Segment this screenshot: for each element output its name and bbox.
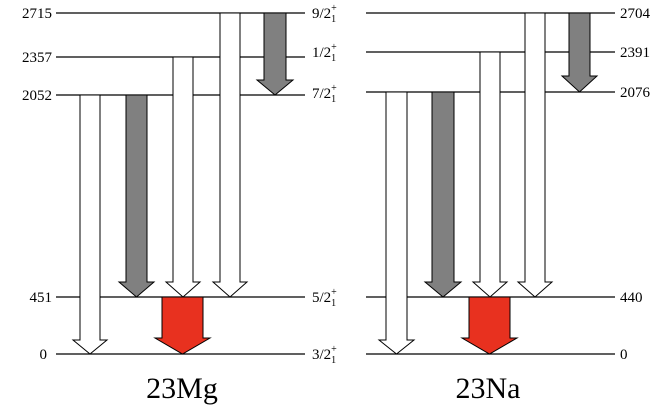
mg23-energy-label: 451 (30, 290, 53, 306)
mg23-transition-2715-to-451-arrow (211, 12, 249, 298)
spin-label: 3/21+ (312, 344, 337, 366)
na23-transition-440-to-0-arrow (460, 296, 519, 355)
na23-transition-2704-to-440-arrow (516, 12, 554, 298)
na23-energy-label: 2391 (620, 45, 650, 61)
mg23-transition-2357-to-451-arrow (164, 56, 202, 298)
na23-energy-labels: 2704 2391 2076 440 0 (620, 6, 651, 363)
na23-transition-2076-to-0-arrow (377, 91, 416, 355)
na23-nucleus-label: 23Na (456, 372, 521, 405)
mg23-energy-labels: 2715 2357 2052 451 0 (22, 6, 53, 363)
mg23-energy-label: 2052 (22, 88, 52, 104)
na23-energy-label: 2704 (620, 6, 651, 22)
na23-transition-2704-to-2076-arrow (560, 12, 599, 93)
na23-transition-2391-to-440-arrow (471, 51, 509, 298)
mg23-energy-label: 2715 (22, 6, 52, 22)
spin-labels: 9/21+ 1/21+ 7/21+ 5/21+ 3/21+ (312, 3, 337, 366)
spin-label: 7/21+ (312, 83, 337, 105)
mg23-energy-label: 2357 (22, 50, 53, 66)
mg23-transition-2715-to-2052-arrow (255, 12, 295, 96)
mg23-transition-451-to-0-arrow (153, 296, 212, 355)
mg23-transition-2052-to-451-arrow (117, 94, 156, 298)
na23-energy-label: 2076 (620, 85, 651, 101)
mg23-energy-label: 0 (40, 347, 48, 363)
na23-energy-label: 440 (620, 290, 643, 306)
na23-transition-2076-to-440-arrow (423, 91, 463, 298)
mg23-transition-2052-to-0-arrow (71, 94, 109, 355)
spin-label: 5/21+ (312, 287, 337, 309)
spin-label: 9/21+ (312, 3, 337, 25)
spin-label: 1/21+ (312, 42, 337, 64)
mg23-nucleus-label: 23Mg (146, 372, 218, 405)
na23-energy-label: 0 (620, 347, 628, 363)
